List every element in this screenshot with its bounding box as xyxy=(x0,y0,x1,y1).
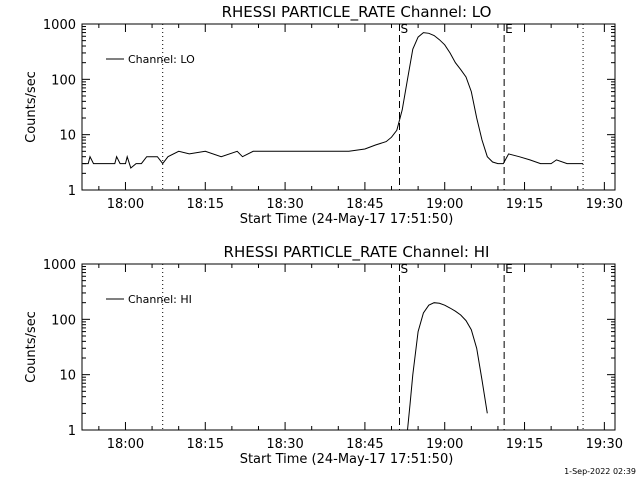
marker-label: S xyxy=(400,22,408,36)
chart-title: RHESSI PARTICLE_RATE Channel: LO xyxy=(222,3,492,22)
y-tick-label: 10 xyxy=(59,369,76,384)
x-tick-label: 18:45 xyxy=(346,437,383,452)
y-axis-label: Counts/sec xyxy=(24,71,39,143)
x-tick-label: 18:15 xyxy=(187,437,224,452)
marker-label: E xyxy=(505,22,513,36)
x-tick-label: 18:15 xyxy=(187,197,224,212)
y-axis-label: Counts/sec xyxy=(24,311,39,383)
x-tick-label: 19:15 xyxy=(506,437,543,452)
x-tick-label: 19:00 xyxy=(426,197,463,212)
timestamp-label: 1-Sep-2022 02:39 xyxy=(564,467,636,476)
marker-label: S xyxy=(400,262,408,276)
x-tick-label: 18:30 xyxy=(266,197,303,212)
x-tick-label: 19:15 xyxy=(506,197,543,212)
x-tick-label: 19:30 xyxy=(586,197,623,212)
y-tick-label: 1 xyxy=(68,184,76,199)
x-tick-label: 19:30 xyxy=(586,437,623,452)
y-tick-label: 100 xyxy=(51,313,76,328)
x-axis-label: Start Time (24-May-17 17:51:50) xyxy=(240,452,454,467)
x-tick-label: 18:00 xyxy=(107,437,144,452)
x-axis-label: Start Time (24-May-17 17:51:50) xyxy=(240,212,454,227)
x-tick-label: 18:45 xyxy=(346,197,383,212)
plot-frame xyxy=(81,23,616,191)
marker-label: E xyxy=(505,262,513,276)
y-tick-label: 100 xyxy=(51,73,76,88)
chart-title: RHESSI PARTICLE_RATE Channel: HI xyxy=(224,243,490,262)
y-tick-label: 10 xyxy=(59,129,76,144)
chart-panel-lo: RHESSI PARTICLE_RATE Channel: LO 1 10 100 10… xyxy=(24,3,623,227)
x-tick-label: 18:30 xyxy=(266,437,303,452)
legend-entry: Channel: LO xyxy=(128,53,195,66)
x-tick-label: 19:00 xyxy=(426,437,463,452)
legend-entry: Channel: HI xyxy=(128,293,192,306)
y-tick-label: 1 xyxy=(68,424,76,439)
y-tick-label: 1000 xyxy=(43,18,76,33)
series-line xyxy=(82,32,584,169)
y-tick-label: 1000 xyxy=(43,258,76,273)
chart-panel-hi: RHESSI PARTICLE_RATE Channel: HI 1 10 100 10… xyxy=(24,243,623,467)
x-tick-label: 18:00 xyxy=(107,197,144,212)
plot-frame xyxy=(81,263,616,431)
series-line xyxy=(407,302,488,431)
